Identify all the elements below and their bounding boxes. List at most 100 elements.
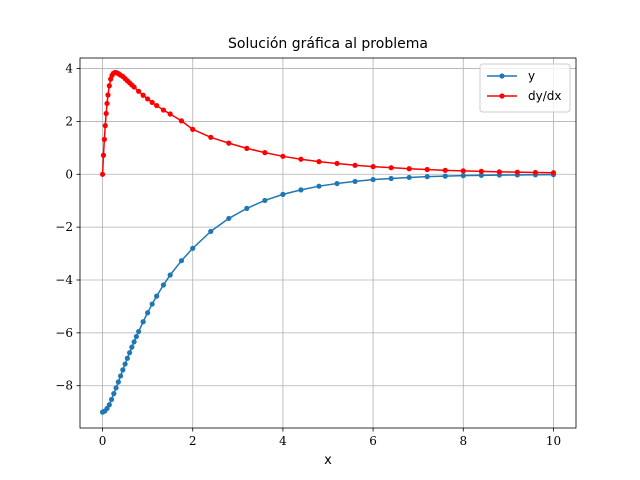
data-point-dydx (106, 83, 112, 89)
x-tick-label: 4 (279, 434, 287, 448)
chart-title: Solución gráfica al problema (228, 36, 428, 52)
series-y (99, 172, 557, 415)
data-point-dydx (178, 118, 185, 124)
data-point-y (160, 282, 167, 288)
data-point-y (244, 205, 250, 211)
data-point-dydx (514, 169, 520, 175)
data-point-dydx (532, 169, 539, 176)
data-point-y (133, 333, 139, 340)
legend-label-dydx: dy/dx (528, 89, 561, 103)
data-point-dydx (101, 136, 107, 142)
data-point-y (208, 228, 214, 234)
data-point-y (178, 258, 185, 264)
data-point-dydx (406, 166, 412, 172)
x-axis-label: x (324, 453, 332, 468)
data-point-y (226, 215, 232, 222)
data-point-y (190, 245, 196, 251)
data-point-dydx (104, 100, 110, 107)
data-point-dydx (370, 164, 376, 170)
data-point-dydx (388, 165, 394, 171)
data-point-dydx (102, 123, 108, 129)
data-point-dydx (149, 99, 155, 105)
data-point-dydx (131, 84, 137, 90)
data-point-y (117, 373, 124, 379)
data-point-y (334, 180, 340, 187)
data-point-dydx (190, 126, 196, 132)
data-point-y (478, 172, 484, 178)
data-point-dydx (280, 153, 286, 159)
data-point-y (145, 310, 151, 316)
data-point-y (442, 173, 448, 179)
data-point-dydx (167, 111, 173, 117)
data-point-dydx (99, 171, 106, 177)
series-layer (99, 69, 557, 415)
data-point-dydx (460, 168, 466, 174)
data-point-y (129, 344, 135, 350)
data-point-y (280, 191, 286, 197)
data-point-dydx (424, 166, 430, 173)
data-point-y (406, 174, 412, 181)
data-point-y (106, 402, 112, 408)
data-point-dydx (352, 162, 358, 168)
data-point-y (111, 391, 117, 397)
data-point-dydx (136, 88, 142, 94)
legend: y dy/dx (479, 63, 571, 113)
tick-layer: 0 2 4 6 8 10 −8 −6 −4 −2 0 2 4 (55, 62, 561, 448)
data-point-y (298, 187, 304, 193)
data-point-y (370, 176, 376, 183)
data-point-dydx (105, 92, 111, 98)
legend-marker-dydx (499, 93, 505, 99)
legend-marker-y (499, 73, 505, 79)
x-tick-label: 6 (369, 434, 377, 448)
grid-layer (80, 58, 576, 428)
data-point-dydx (262, 150, 268, 156)
legend-box (479, 63, 571, 113)
data-point-y (122, 361, 128, 367)
data-point-dydx (244, 145, 250, 151)
data-point-dydx (550, 170, 557, 176)
data-point-y (113, 385, 119, 391)
data-point-dydx (316, 159, 322, 165)
data-point-y (124, 355, 130, 361)
data-point-y (108, 396, 115, 403)
data-point-y (388, 175, 394, 182)
data-point-dydx (226, 140, 232, 146)
y-tick-label: 0 (65, 167, 73, 181)
x-tick-label: 2 (189, 434, 197, 448)
x-tick-label: 0 (99, 434, 107, 448)
x-tick-label: 10 (546, 434, 561, 448)
data-point-dydx (208, 134, 214, 140)
data-point-y (460, 173, 466, 179)
data-point-dydx (334, 160, 340, 167)
x-tick-label: 8 (459, 434, 467, 448)
data-point-dydx (145, 96, 151, 102)
data-point-dydx (100, 152, 107, 158)
data-point-dydx (140, 92, 146, 98)
y-tick-label: −6 (55, 326, 73, 340)
legend-label-y: y (528, 69, 535, 83)
data-point-y (115, 379, 121, 385)
data-point-dydx (442, 167, 448, 173)
series-dydx (99, 69, 557, 177)
data-point-dydx (478, 168, 484, 174)
y-tick-label: −4 (55, 273, 73, 287)
data-point-dydx (160, 107, 167, 113)
data-point-dydx (298, 156, 304, 162)
data-point-y (262, 197, 268, 204)
data-point-dydx (154, 102, 160, 109)
data-point-y (154, 293, 160, 299)
data-point-y (131, 339, 137, 345)
y-tick-label: 4 (65, 62, 73, 76)
data-point-y (127, 350, 133, 356)
data-point-y (316, 183, 322, 189)
plot-frame (79, 57, 577, 429)
y-tick-label: −2 (55, 220, 73, 234)
data-point-y (136, 328, 142, 335)
data-point-y (140, 319, 146, 325)
y-tick-label: −8 (55, 379, 73, 393)
data-point-dydx (103, 110, 109, 117)
data-point-y (352, 178, 358, 185)
data-point-y (424, 174, 430, 180)
